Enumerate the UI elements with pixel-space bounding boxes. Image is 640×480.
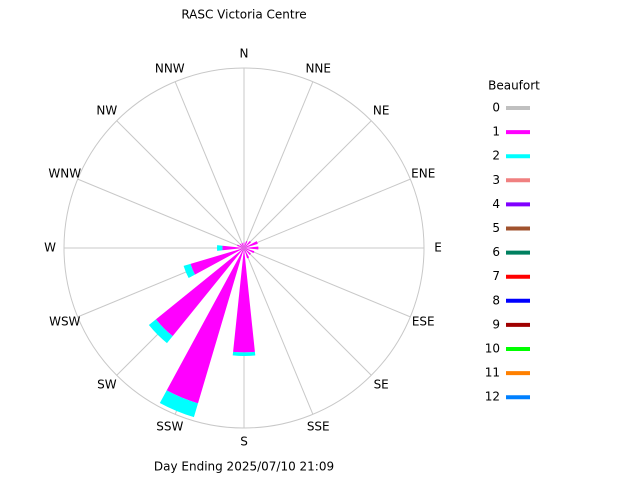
spoke [174, 81, 245, 249]
direction-label: E [434, 241, 442, 255]
spoke [243, 247, 411, 318]
direction-label: NW [96, 103, 117, 117]
spoke [243, 247, 372, 376]
legend-title: Beaufort [488, 79, 540, 93]
direction-label: NNW [155, 61, 185, 75]
wedge [155, 248, 244, 337]
legend-label: 0 [492, 101, 500, 115]
direction-label: SW [97, 378, 117, 392]
legend-label: 10 [485, 342, 500, 356]
wedge [159, 390, 198, 418]
wedge [244, 248, 255, 254]
wedge [244, 241, 251, 248]
legend-label: 2 [492, 149, 500, 163]
spoke [116, 120, 245, 249]
wedge [183, 263, 195, 279]
legend-label: 9 [492, 317, 500, 331]
spoke [243, 81, 314, 249]
direction-label: S [240, 435, 248, 449]
direction-label: NNE [305, 61, 331, 75]
wedge [244, 241, 248, 248]
direction-label: N [240, 47, 249, 61]
chart-title: RASC Victoria Centre [181, 8, 306, 22]
wedge [244, 248, 251, 255]
wedge [243, 242, 245, 248]
legend-label: 8 [492, 293, 500, 307]
direction-label: SSE [307, 420, 330, 434]
wedge [148, 319, 173, 344]
direction-label: W [44, 241, 56, 255]
direction-label: ESE [412, 315, 435, 329]
direction-label: NE [373, 103, 390, 117]
wedge [233, 248, 255, 353]
direction-label: SSW [156, 420, 183, 434]
wedge [237, 244, 244, 248]
legend-label: 12 [485, 390, 500, 404]
legend-label: 7 [492, 269, 500, 283]
wedge [166, 248, 244, 404]
legend-label: 1 [492, 125, 500, 139]
wedge [244, 248, 250, 259]
wedge [244, 241, 258, 248]
spoke [77, 178, 245, 249]
legend-label: 4 [492, 197, 500, 211]
direction-label: WNW [48, 166, 81, 180]
wedge [232, 351, 256, 356]
wedge [222, 245, 244, 251]
direction-label: WSW [49, 315, 80, 329]
spoke [243, 120, 372, 249]
wedge [190, 248, 244, 275]
legend-label: 3 [492, 173, 500, 187]
legend-label: 11 [485, 366, 500, 380]
legend-label: 5 [492, 221, 500, 235]
wedge [241, 242, 244, 248]
direction-label: SE [374, 378, 389, 392]
spoke [243, 178, 411, 249]
wedge [216, 245, 223, 251]
direction-label: ENE [411, 166, 435, 180]
wedge [239, 243, 244, 248]
spoke [243, 247, 314, 415]
chart-footer: Day Ending 2025/07/10 21:09 [154, 460, 334, 474]
wedge [244, 246, 259, 250]
legend-label: 6 [492, 245, 500, 259]
